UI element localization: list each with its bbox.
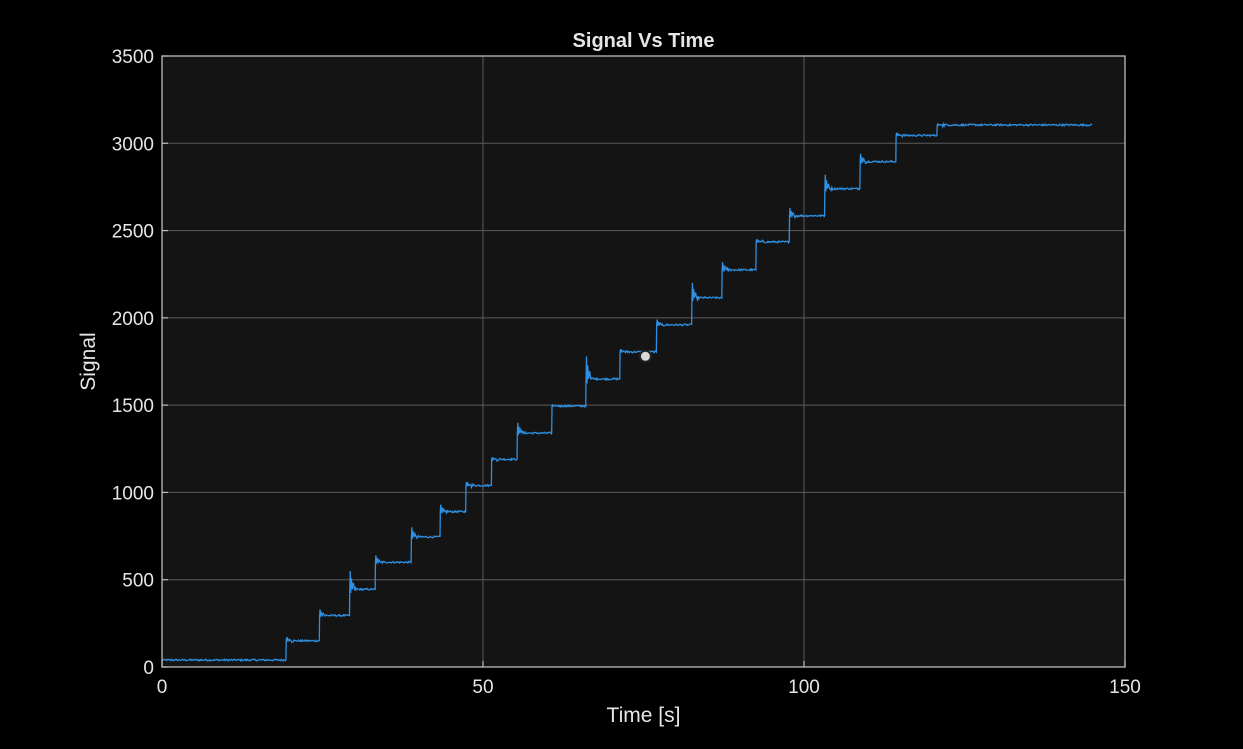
grid-lines <box>162 56 1125 667</box>
y-axis-label: Signal <box>77 332 100 390</box>
y-tick-label: 1000 <box>112 483 154 504</box>
x-tick-label: 0 <box>157 677 168 698</box>
axes-frame <box>161 55 1126 668</box>
y-axis-ticks: 0 500 1000 1500 2000 2500 3000 3500 <box>112 47 168 679</box>
y-tick-label: 3000 <box>112 134 154 155</box>
x-tick-label: 150 <box>1109 677 1141 698</box>
y-tick-label: 500 <box>122 571 154 592</box>
x-axis-label: Time [s] <box>607 704 681 727</box>
signal-series-line <box>161 121 1093 662</box>
chart-title: Signal Vs Time <box>573 30 715 52</box>
x-axis-ticks: 0 50 100 150 <box>157 661 1141 698</box>
x-tick-label: 50 <box>472 677 493 698</box>
y-tick-label: 1500 <box>112 396 154 417</box>
y-tick-label: 0 <box>143 658 154 679</box>
y-tick-label: 2500 <box>112 222 154 243</box>
data-point-marker[interactable] <box>638 349 652 363</box>
y-tick-label: 3500 <box>112 47 154 68</box>
x-tick-label: 100 <box>788 677 820 698</box>
y-tick-label: 2000 <box>112 309 154 330</box>
